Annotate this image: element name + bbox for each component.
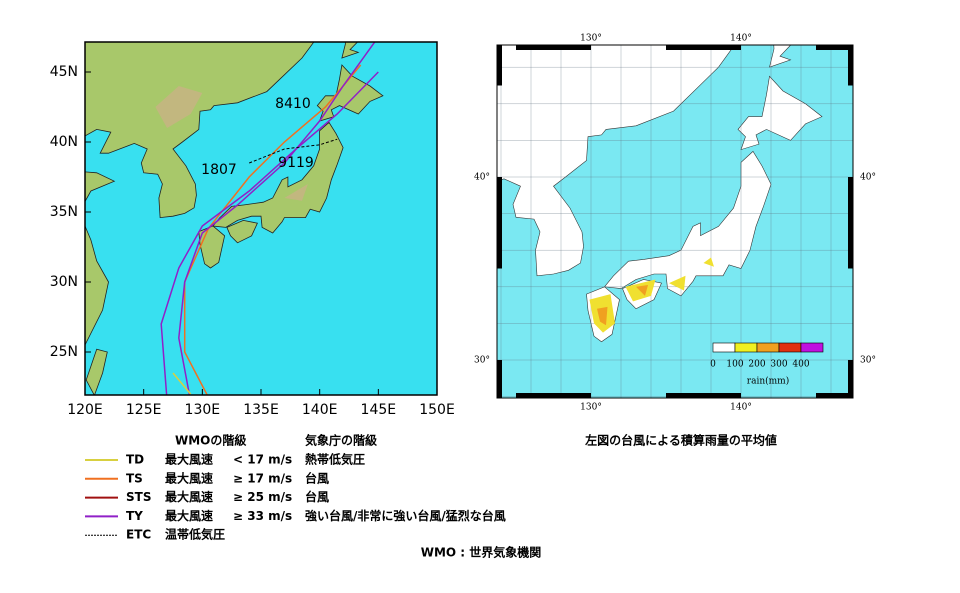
lon-label: 140° [730,34,752,44]
right-frame [496,44,854,399]
lat-label: 35N [50,204,78,220]
lat-label: 30° [860,356,876,366]
colorbar-cell [734,342,758,353]
frame-band [816,393,853,398]
right-land [443,45,853,508]
caption: 左図の台風による積算雨量の平均値 [584,433,777,448]
frame-band [666,393,741,398]
frame-band [497,177,502,269]
lat-label: 25N [50,344,78,360]
colorbar-cell [712,342,736,353]
lat-label: 45N [50,64,78,80]
labels: 45N 40N 35N 30N 25N 120E 125E 130E 135E 140E 145E 1… [50,34,876,560]
highland [284,184,308,201]
frame-band [497,45,502,86]
track [183,64,362,395]
frame-band [516,45,591,50]
lon-label: 140° [730,403,752,413]
land [341,42,360,59]
frame-band [497,360,502,398]
lat-label: 30° [474,356,490,366]
colorbar-cell [778,342,802,353]
legend-condition: < 17 m/s [233,453,292,467]
lat-label: 30N [50,274,78,290]
colorbar-label: 200 [748,360,765,370]
track-label: 1807 [201,162,237,178]
lat-label: 40° [474,173,490,183]
lon-label: 130° [580,34,602,44]
rain-area [703,257,714,267]
lon-label: 130E [185,402,221,418]
lon-label: 145E [361,402,397,418]
land [316,64,384,122]
land [212,121,344,234]
land [226,219,258,244]
track [160,71,379,395]
legend-code: TY [126,509,143,523]
land [443,448,470,508]
colorbar-label: 0 [710,360,716,370]
land [85,42,315,346]
legend-code: TS [126,471,143,485]
rain-area [636,285,648,296]
lon-label: 125E [126,402,162,418]
legend-code: ETC [126,528,151,542]
land [769,45,792,68]
colorbar-label: 400 [792,360,809,370]
lat-label: 40° [860,173,876,183]
legend-code: STS [126,490,151,504]
legend-wind: 最大風速 [165,508,213,523]
land [603,150,772,297]
legend-wind: 最大風速 [165,489,213,504]
frame-band [848,360,853,398]
legend-class: 台風 [305,489,329,504]
frame-band [848,177,853,269]
track [172,372,192,395]
track-label: 8410 [275,96,311,112]
colorbar-label: 300 [770,360,787,370]
lon-label: 150E [419,402,455,418]
lon-label: 140E [302,402,338,418]
lon-label: 135E [243,402,279,418]
colorbar-cell [800,342,824,353]
track-label: 9119 [278,155,314,171]
legend-condition: ≥ 25 m/s [233,490,292,504]
lat-label: 40N [50,134,78,150]
legend-code: TD [126,453,144,467]
left-land [85,42,384,395]
colorbar-label: 100 [726,360,743,370]
footnote: WMO : 世界気象機関 [421,545,542,560]
land [85,348,108,395]
legend-condition: ≥ 33 m/s [233,509,292,523]
frame-band [516,393,591,398]
lon-label: 120E [67,402,103,418]
frame-band [666,45,741,50]
legend-wind: 最大風速 [165,470,213,485]
legend-class: 強い台風/非常に強い台風/猛烈な台風 [305,508,506,523]
rain-area [597,306,608,326]
rain-area [669,275,686,291]
legend-condition: ≥ 17 m/s [233,471,292,485]
land [737,75,823,151]
legend-class: 熱帯低気圧 [305,452,365,467]
tracks [160,42,379,395]
track [249,138,338,164]
frame-band [816,45,853,50]
legend-header: 気象庁の階級 [305,433,377,448]
legend-wind: 最大風速 [165,452,213,467]
colorbar-title: rain(mm) [747,376,789,387]
legend-header: WMOの階級 [175,433,246,448]
legend-class: 温帯低気圧 [165,527,225,542]
highland [155,86,203,128]
legend-class: 台風 [305,470,329,485]
frame-band [848,45,853,86]
track [178,42,376,395]
lon-label: 130° [580,403,602,413]
colorbar-cell [756,342,780,353]
